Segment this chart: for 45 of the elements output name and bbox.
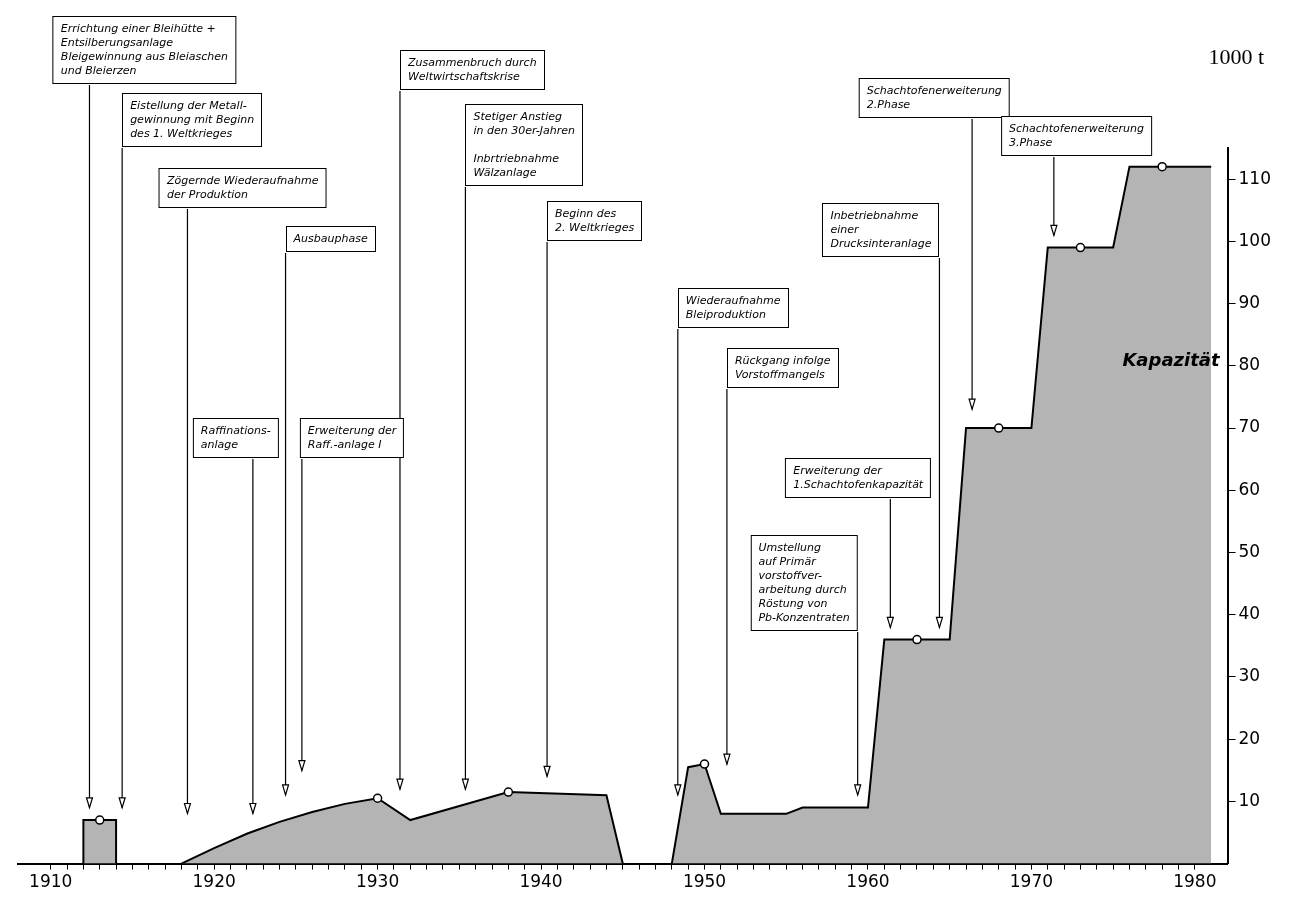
x-tick-label: 1910 xyxy=(29,871,73,892)
point xyxy=(503,787,514,797)
text: Stetiger Anstieg in den 30er-Jahren Inbrtriebnahme Wälzanlage xyxy=(473,110,576,179)
x-tick-label: 1920 xyxy=(192,871,236,892)
annotation: Beginn des 2. Weltkrieges xyxy=(547,201,643,241)
text: Eistellung der Metall- gewinnung mit Beginn des 1. Weltkrieges xyxy=(122,93,263,147)
annotation: Ausbauphase xyxy=(285,226,376,252)
annotation: Erweiterung der Raff.-anlage I xyxy=(299,418,405,458)
y-tick-label: 20 xyxy=(1238,727,1261,748)
x-tick-label: 1950 xyxy=(682,871,727,892)
y-tick-label: 110 xyxy=(1238,167,1272,188)
text: Schachtofenerweiterung 2.Phase xyxy=(858,78,1010,118)
x-tick-label: 1930 xyxy=(355,871,400,892)
point xyxy=(1075,242,1086,253)
text: Errichtung einer Bleihütte + Entsilberungsanlage Bleigewinnung aus Bleiaschen und Bleierzen xyxy=(52,16,237,84)
y-axis-title: 1000 t xyxy=(1208,43,1264,69)
point xyxy=(1157,161,1167,172)
y-tick-label: 80 xyxy=(1238,354,1261,375)
y-tick-label: 30 xyxy=(1238,665,1261,686)
x-tick-label: 1940 xyxy=(519,871,563,892)
annotation: Zögernde Wiederaufnahme der Produktion xyxy=(158,168,327,208)
annotation: Rückgang infolge Vorstoffmangels xyxy=(726,348,839,388)
y-tick-label: 50 xyxy=(1238,540,1261,561)
point xyxy=(699,759,710,769)
annotation: Wiederaufnahme Bleiproduktion xyxy=(677,288,789,328)
annotation: Raffinations- anlage xyxy=(192,418,279,458)
x-tick-label: 1960 xyxy=(846,871,890,892)
annotation: Inbetriebnahme einer Drucksinteranlage xyxy=(822,203,940,257)
text: Zusammenbruch durch Weltwirtschaftskrise xyxy=(399,50,545,90)
y-tick-label: 60 xyxy=(1238,478,1261,499)
point xyxy=(372,793,383,804)
annotation: Umstellung auf Primär vorstoffver- arbeitung durch Röstung von Pb-Konzentraten xyxy=(750,535,858,631)
annotation: Erweiterung der 1.Schachtofenkapazität xyxy=(785,458,932,498)
y-tick-label: 90 xyxy=(1238,291,1261,312)
point xyxy=(94,815,105,825)
annotation: Schachtofenerweiterung 3.Phase xyxy=(1000,116,1153,156)
x-tick-label: 1980 xyxy=(1173,871,1217,892)
series-label: Kapazität xyxy=(1122,349,1221,371)
point xyxy=(993,423,1004,433)
y-tick-label: 100 xyxy=(1238,229,1272,250)
point xyxy=(912,634,922,645)
x-tick-label: 1970 xyxy=(1009,871,1054,892)
y-tick-label: 70 xyxy=(1238,416,1261,437)
y-tick-label: 40 xyxy=(1238,603,1261,624)
y-tick-label: 10 xyxy=(1238,789,1261,810)
